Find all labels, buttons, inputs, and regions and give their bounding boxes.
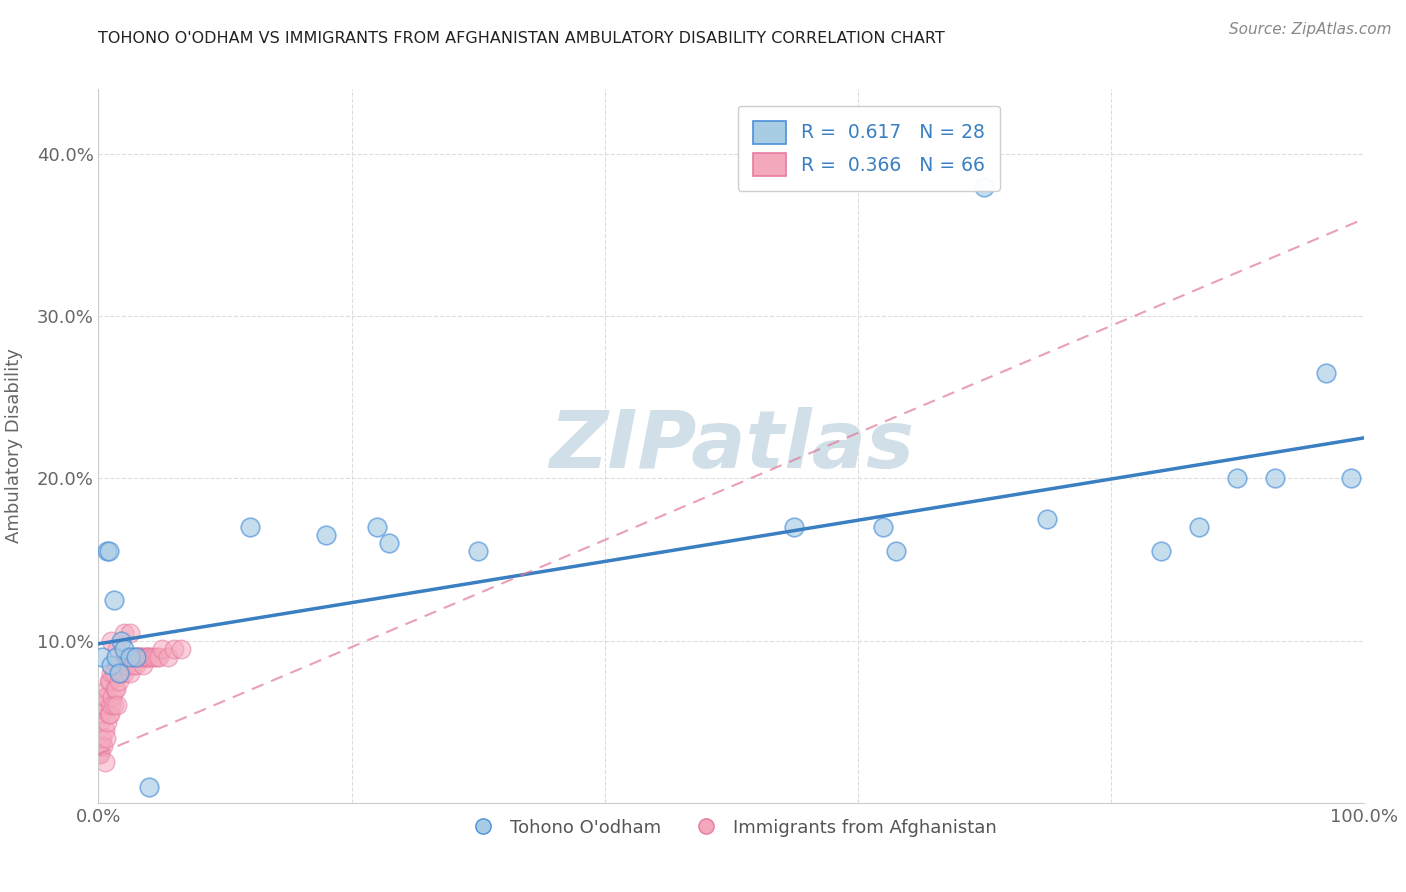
Point [111, 657, 134, 672]
Y-axis label: Ambulatory Disability: Ambulatory Disability [4, 349, 22, 543]
Point [1315, 366, 1337, 380]
Point [107, 657, 129, 672]
Point [107, 641, 129, 656]
Point [105, 649, 128, 664]
Point [148, 649, 170, 664]
Point [96, 714, 118, 729]
Point [96, 544, 118, 558]
Point [783, 520, 806, 534]
Point [120, 625, 141, 640]
Point [100, 698, 122, 713]
Point [110, 633, 132, 648]
Point [467, 544, 489, 558]
Point [1188, 520, 1211, 534]
Point [103, 698, 125, 713]
Point [112, 666, 135, 681]
Point [91, 731, 114, 745]
Point [138, 780, 160, 794]
Point [112, 625, 135, 640]
Point [108, 666, 131, 681]
Point [150, 641, 173, 656]
Point [90, 739, 112, 753]
Point [157, 649, 180, 664]
Point [1226, 471, 1249, 485]
Point [91, 649, 114, 664]
Point [132, 649, 155, 664]
Point [103, 593, 125, 607]
Point [124, 649, 146, 664]
Point [94, 690, 117, 705]
Point [973, 179, 995, 194]
Point [94, 731, 117, 745]
Point [145, 649, 167, 664]
Point [884, 544, 907, 558]
Point [120, 666, 141, 681]
Point [129, 649, 152, 664]
Point [114, 649, 136, 664]
Point [107, 674, 129, 689]
Point [128, 649, 150, 664]
Point [89, 714, 111, 729]
Point [101, 690, 124, 705]
Legend: Tohono O'odham, Immigrants from Afghanistan: Tohono O'odham, Immigrants from Afghanis… [458, 812, 1004, 844]
Point [93, 739, 115, 753]
Point [131, 649, 153, 664]
Point [97, 674, 120, 689]
Point [1036, 512, 1059, 526]
Point [366, 520, 388, 534]
Point [120, 649, 141, 664]
Point [127, 649, 149, 664]
Point [163, 641, 186, 656]
Point [89, 747, 111, 761]
Point [132, 657, 155, 672]
Text: TOHONO O'ODHAM VS IMMIGRANTS FROM AFGHANISTAN AMBULATORY DISABILITY CORRELATION : TOHONO O'ODHAM VS IMMIGRANTS FROM AFGHAN… [98, 31, 945, 46]
Point [103, 666, 125, 681]
Point [125, 657, 148, 672]
Point [107, 698, 129, 713]
Point [93, 756, 117, 770]
Point [134, 649, 156, 664]
Point [135, 649, 157, 664]
Point [315, 528, 337, 542]
Point [378, 536, 401, 550]
Point [87, 747, 110, 761]
Point [1264, 471, 1286, 485]
Point [112, 641, 135, 656]
Point [100, 657, 122, 672]
Point [872, 520, 894, 534]
Point [93, 690, 117, 705]
Point [143, 649, 166, 664]
Point [1150, 544, 1173, 558]
Point [138, 649, 160, 664]
Point [136, 649, 159, 664]
Point [107, 666, 129, 681]
Point [93, 723, 117, 737]
Point [118, 657, 141, 672]
Point [105, 682, 128, 697]
Point [1340, 471, 1362, 485]
Point [100, 666, 122, 681]
Point [93, 698, 115, 713]
Point [169, 641, 191, 656]
Point [120, 649, 142, 664]
Point [117, 649, 139, 664]
Point [125, 649, 148, 664]
Point [110, 666, 132, 681]
Point [121, 657, 143, 672]
Point [97, 544, 120, 558]
Point [96, 682, 118, 697]
Point [104, 682, 127, 697]
Text: ZIPatlas: ZIPatlas [548, 407, 914, 485]
Point [91, 698, 114, 713]
Point [98, 674, 121, 689]
Point [239, 520, 262, 534]
Point [115, 657, 138, 672]
Point [100, 633, 122, 648]
Point [97, 706, 120, 721]
Point [98, 706, 121, 721]
Point [141, 649, 163, 664]
Point [122, 649, 145, 664]
Point [90, 706, 112, 721]
Text: Source: ZipAtlas.com: Source: ZipAtlas.com [1229, 22, 1392, 37]
